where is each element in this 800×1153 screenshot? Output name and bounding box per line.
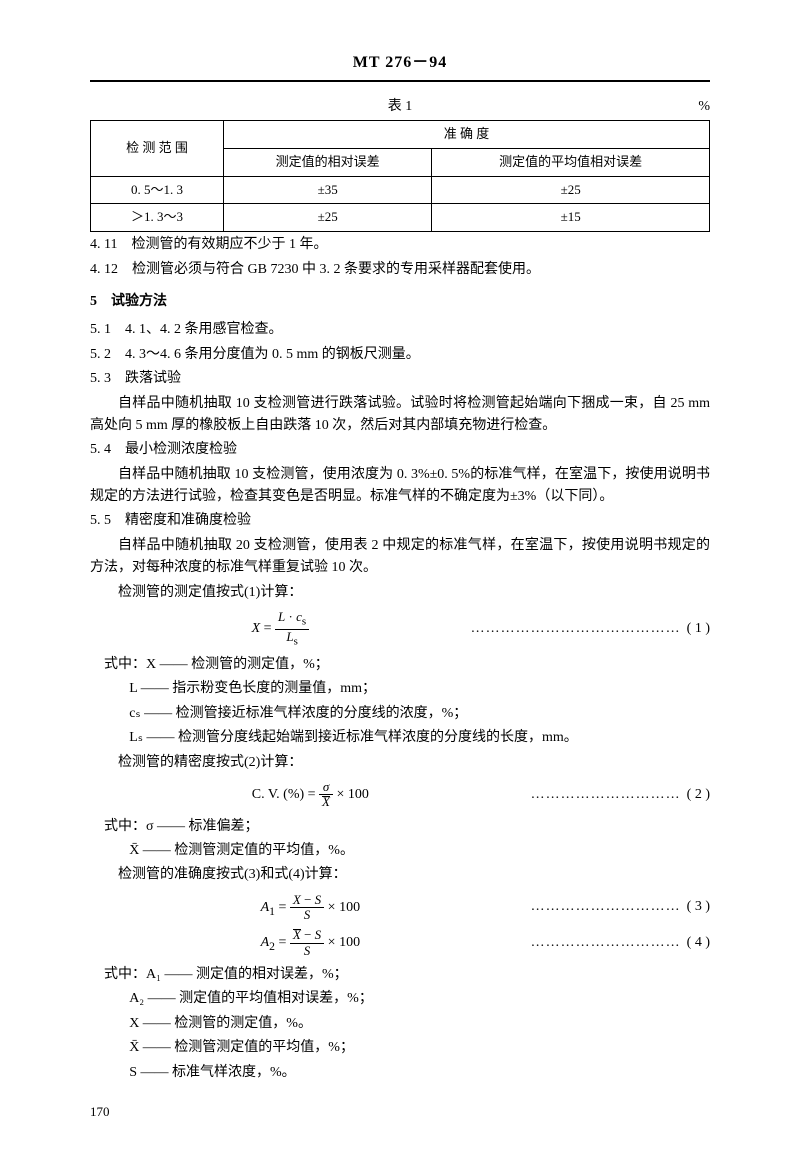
table-row: ＞1. 3～3 ±25 ±15: [91, 204, 710, 232]
table1: 检 测 范 围 准 确 度 测定值的相对误差 测定值的平均值相对误差 0. 5～…: [90, 120, 710, 232]
defs-intro-3: 式中：A₁ —— 测定值的相对误差，%；: [90, 964, 710, 986]
defs-intro-2: 式中：σ —— 标准偏差；: [90, 816, 710, 838]
cell: ＞1. 3～3: [91, 204, 224, 232]
equation-4: A2 = X − SS × 100 ………………………… ( 4 ): [90, 928, 710, 958]
def-S: S —— 标准气样浓度，%。: [129, 1062, 710, 1084]
def-A2: A₂ —— 测定值的平均值相对误差，%；: [129, 988, 710, 1010]
cell: ±25: [224, 204, 432, 232]
para-5-4: 5. 4 最小检测浓度检验: [90, 439, 710, 461]
th-avg: 测定值的平均值相对误差: [432, 148, 710, 176]
equation-1: X = L · csLs …………………………………… ( 1 ): [90, 610, 710, 648]
para-5-5-calc: 检测管的测定值按式(1)计算：: [90, 582, 710, 604]
table-row: 0. 5～1. 3 ±35 ±25: [91, 176, 710, 204]
para-5-3: 5. 3 跌落试验: [90, 368, 710, 390]
doc-header: MT 276－94: [90, 50, 710, 76]
def-cs: cₛ —— 检测管接近标准气样浓度的分度线的浓度，%；: [129, 703, 710, 725]
table1-caption-row: 表 1 %: [90, 96, 710, 118]
para-5-5: 5. 5 精密度和准确度检验: [90, 510, 710, 532]
table1-unit: %: [698, 96, 710, 118]
page-number: 170: [90, 1102, 710, 1123]
eq2-expr: C. V. (%) = σX × 100: [90, 780, 531, 810]
section-5-heading: 5 试验方法: [90, 291, 710, 313]
eq3-no: ( 3 ): [687, 896, 710, 918]
def-Xbar: X̄ —— 检测管测定值的平均值，%。: [129, 840, 710, 862]
eq4-expr: A2 = X − SS × 100: [90, 928, 531, 958]
para-4-11: 4. 11 检测管的有效期应不少于 1 年。: [90, 234, 710, 256]
eq1-no: ( 1 ): [687, 618, 710, 640]
th-accuracy: 准 确 度: [224, 120, 710, 148]
para-5-1: 5. 1 4. 1、4. 2 条用感官检查。: [90, 319, 710, 341]
eq1-expr: X = L · csLs: [90, 610, 471, 648]
para-5-5-body: 自样品中随机抽取 20 支检测管，使用表 2 中规定的标准气样，在室温下，按使用…: [90, 535, 710, 580]
equation-2: C. V. (%) = σX × 100 ………………………… ( 2 ): [90, 780, 710, 810]
eq2-dots: …………………………: [531, 784, 681, 806]
cell: 0. 5～1. 3: [91, 176, 224, 204]
para-accuracy: 检测管的准确度按式(3)和式(4)计算：: [90, 864, 710, 886]
def-L: L —— 指示粉变色长度的测量值，mm；: [129, 678, 710, 700]
cell: ±35: [224, 176, 432, 204]
def-Ls: Lₛ —— 检测管分度线起始端到接近标准气样浓度的分度线的长度，mm。: [129, 727, 710, 749]
table1-caption: 表 1: [388, 99, 413, 114]
eq2-no: ( 2 ): [687, 784, 710, 806]
def-X: X —— 检测管的测定值，%。: [129, 1013, 710, 1035]
eq4-dots: …………………………: [531, 932, 681, 954]
eq3-dots: …………………………: [531, 896, 681, 918]
defs-intro-1: 式中：X —— 检测管的测定值，%；: [90, 654, 710, 676]
eq3-expr: A1 = X − SS × 100: [90, 893, 531, 923]
th-range: 检 测 范 围: [91, 120, 224, 176]
header-rule: [90, 80, 710, 82]
eq4-no: ( 4 ): [687, 932, 710, 954]
para-4-12: 4. 12 检测管必须与符合 GB 7230 中 3. 2 条要求的专用采样器配…: [90, 259, 710, 281]
para-5-2: 5. 2 4. 3～4. 6 条用分度值为 0. 5 mm 的钢板尺测量。: [90, 344, 710, 366]
cell: ±15: [432, 204, 710, 232]
def-Xbar2: X̄ —— 检测管测定值的平均值，%；: [129, 1037, 710, 1059]
para-5-3-body: 自样品中随机抽取 10 支检测管进行跌落试验。试验时将检测管起始端向下捆成一束，…: [90, 393, 710, 438]
para-5-4-body: 自样品中随机抽取 10 支检测管，使用浓度为 0. 3%±0. 5%的标准气样，…: [90, 464, 710, 509]
equation-3: A1 = X − SS × 100 ………………………… ( 3 ): [90, 893, 710, 923]
th-rel: 测定值的相对误差: [224, 148, 432, 176]
para-precision: 检测管的精密度按式(2)计算：: [90, 752, 710, 774]
eq1-dots: ……………………………………: [471, 618, 681, 640]
cell: ±25: [432, 176, 710, 204]
